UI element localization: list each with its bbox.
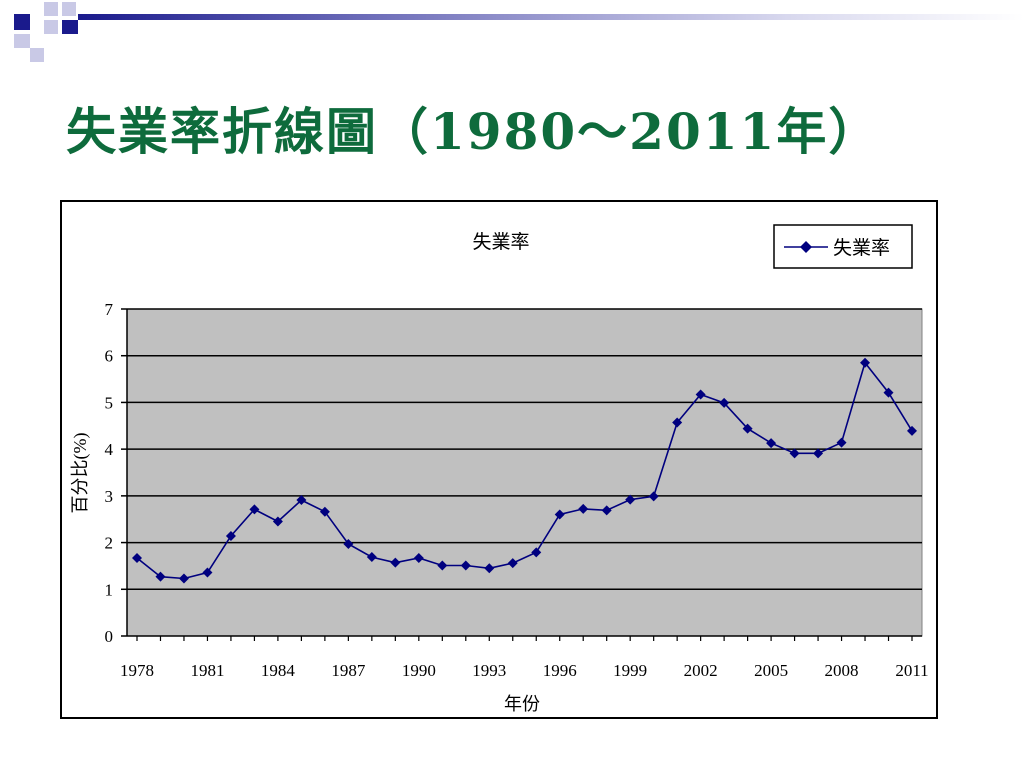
x-tick-label: 2008 [825,661,859,680]
decor-square-lavender [44,20,58,34]
data-point [460,560,471,571]
data-point [625,494,636,505]
x-tick-label: 2002 [684,661,718,680]
decor-square-navy [14,14,30,30]
decor-square-lavender [30,48,44,62]
data-point [507,558,518,569]
y-tick-label: 2 [105,534,114,553]
data-point [484,563,495,574]
data-point [296,495,307,506]
data-point [319,506,330,517]
data-point [202,567,213,578]
data-point [249,504,260,515]
unemployment-line-chart: 失業率 失業率 0 1 2 3 4 5 6 7 1978 1981 1984 1987 1990 199… [70,224,929,714]
legend-marker [800,241,812,253]
y-tick-label: 1 [105,580,114,599]
y-tick-label: 4 [105,440,114,459]
data-point [907,425,917,436]
x-tick-label: 1993 [472,661,506,680]
grid-lines [127,308,922,591]
data-point [648,491,659,502]
x-tick-label: 2005 [754,661,788,680]
series-line-unemployment [136,360,913,580]
data-point [272,516,283,527]
data-point [390,557,401,568]
plot-area [126,308,923,637]
chart-title: 失業率 [472,231,529,253]
decor-square-lavender [14,34,30,48]
data-point [719,397,730,408]
y-axis-label: 百分比(%) [70,433,91,514]
data-point [860,357,871,368]
header-gradient-bar [78,14,1024,20]
data-point [413,552,424,563]
data-point [883,387,894,398]
data-point [132,552,142,563]
y-tick-labels: 0 1 2 3 4 5 6 7 [105,300,114,646]
data-point [672,417,683,428]
x-tick-label: 1987 [331,661,366,680]
legend-label: 失業率 [833,237,890,259]
data-point [789,448,800,459]
x-tick-label: 1978 [120,661,154,680]
x-tick-label: 1996 [543,661,577,680]
x-tick-label: 1981 [190,661,224,680]
data-point [742,423,753,434]
data-point [601,505,612,516]
series-markers [132,357,917,584]
data-point [225,531,236,542]
data-point [343,538,354,549]
data-point [437,560,448,571]
chart-frame: 失業率 失業率 0 1 2 3 4 5 6 7 1978 1981 1984 1987 1990 199… [60,200,938,719]
data-point [836,437,847,448]
data-point [578,503,589,514]
data-point [813,448,824,459]
x-tick-label: 1984 [261,661,296,680]
data-point [766,438,777,449]
x-tick-labels: 1978 1981 1984 1987 1990 1993 1996 1999 2002 2005… [120,661,929,680]
decor-square-lavender [62,2,76,16]
y-tick-label: 6 [105,347,114,366]
decor-square-lavender [44,2,58,16]
data-point [695,389,706,400]
data-point [178,573,189,584]
decor-square-navy [62,20,78,34]
y-tick-label: 3 [105,487,114,506]
x-tick-label: 1990 [402,661,436,680]
x-axis-label: 年份 [504,694,540,714]
x-tick-label: 1999 [613,661,647,680]
axes [121,308,922,641]
data-point [531,547,542,558]
y-tick-label: 0 [105,627,114,646]
data-point [155,571,166,582]
y-tick-label: 7 [105,300,114,319]
y-tick-label: 5 [105,393,114,412]
x-tick-label: 2011 [895,661,928,680]
slide-title: 失業率折線圖（1980～2011年） [66,102,881,161]
data-point [554,509,565,520]
data-point [366,552,377,563]
